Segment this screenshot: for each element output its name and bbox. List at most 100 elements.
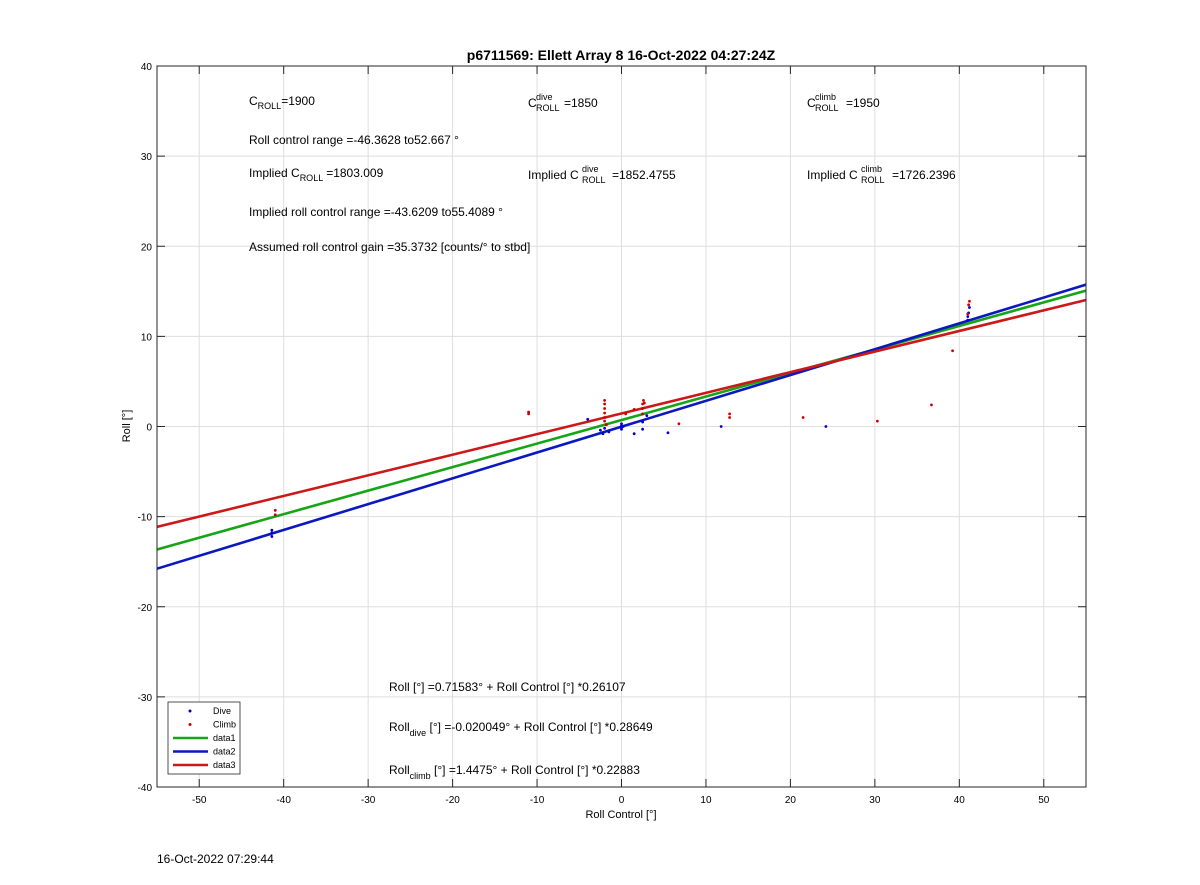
point-climb [677, 422, 681, 426]
x-tick-label: -40 [276, 795, 291, 806]
point-dive [598, 428, 602, 432]
point-dive [666, 431, 670, 435]
point-dive [719, 425, 723, 428]
point-climb [642, 398, 645, 402]
point-dive [620, 427, 623, 431]
implied-c-roll-climb-sup: climb [861, 164, 882, 174]
x-tick-label: 40 [954, 795, 966, 806]
data-points [270, 299, 971, 538]
point-dive [968, 306, 971, 309]
x-axis-label: Roll Control [°] [585, 809, 656, 821]
implied-c-roll-climb-prefix: Implied C [807, 168, 858, 182]
c-roll-dive-sup: dive [536, 92, 553, 102]
fit-climb-equation: Rollclimb [°] =1.4475° + Roll Control [°… [389, 763, 640, 781]
x-tick-label: 20 [785, 795, 797, 806]
implied-c-roll-dive-sub: ROLL [582, 175, 606, 185]
y-tick-label: -40 [138, 783, 153, 794]
x-tick-label: 10 [700, 795, 712, 806]
implied-c-roll-climb-sub: ROLL [861, 175, 885, 185]
x-tick-label: -50 [192, 795, 207, 806]
y-axis-label: Roll [°] [121, 410, 133, 443]
point-climb [273, 508, 277, 512]
footer-timestamp: 16-Oct-2022 07:29:44 [157, 852, 274, 866]
y-tick-label: 10 [141, 332, 153, 343]
point-dive [270, 528, 274, 532]
x-tick-label: -10 [530, 795, 545, 806]
point-climb [728, 412, 732, 416]
y-tick-label: 30 [141, 152, 153, 163]
point-climb [875, 419, 879, 423]
point-climb [642, 401, 646, 405]
point-dive [270, 531, 274, 535]
legend-label-dive: Dive [213, 706, 231, 716]
point-dive [621, 425, 625, 428]
point-climb [603, 416, 607, 419]
y-tick-label: 0 [146, 423, 152, 434]
annotations: CROLL=1900 C dive ROLL =1850 C climb ROL… [249, 92, 956, 781]
legend-label-data2: data2 [213, 747, 236, 757]
implied-c-roll-dive-sup: dive [582, 164, 599, 174]
fit-dive-equation: Rolldive [°] =-0.020049° + Roll Control … [389, 720, 653, 738]
legend-items: Dive Climb data1 data2 data3 [173, 706, 236, 770]
point-climb [967, 303, 971, 307]
y-tick-label: 40 [141, 62, 153, 73]
c-roll-climb-annotation: C [807, 96, 816, 110]
point-climb [728, 416, 732, 419]
point-dive [641, 427, 645, 431]
point-climb [951, 349, 954, 353]
point-climb [603, 407, 607, 410]
point-climb [603, 419, 607, 423]
legend-label-data1: data1 [213, 733, 236, 743]
c-roll-dive-sub: ROLL [536, 103, 560, 113]
legend: Dive Climb data1 data2 data3 [167, 701, 241, 775]
fit-all-equation: Roll [°] =0.71583° + Roll Control [°] *0… [389, 680, 626, 694]
x-tick-label: 0 [619, 795, 625, 806]
point-climb [604, 423, 608, 427]
point-climb [632, 407, 636, 411]
y-tick-label: -30 [138, 693, 153, 704]
c-roll-annotation: CROLL=1900 [249, 94, 315, 111]
legend-marker-climb [188, 723, 192, 726]
implied-c-roll-annotation: Implied CROLL =1803.009 [249, 166, 384, 183]
c-roll-dive-annotation: C [528, 96, 537, 110]
x-tick-label: -30 [361, 795, 376, 806]
point-climb [603, 411, 607, 415]
gain-annotation: Assumed roll control gain =35.3732 [coun… [249, 240, 530, 254]
fit-line-data3 [156, 298, 1087, 529]
legend-label-climb: Climb [213, 720, 236, 730]
point-dive [607, 430, 611, 434]
point-climb [273, 513, 277, 517]
point-climb [930, 403, 933, 407]
point-dive [601, 432, 605, 436]
point-climb [624, 412, 628, 416]
x-tick-label: 30 [869, 795, 881, 806]
legend-label-data3: data3 [213, 760, 236, 770]
point-climb [603, 398, 607, 402]
point-climb [641, 412, 645, 416]
implied-c-roll-dive-prefix: Implied C [528, 168, 579, 182]
c-roll-climb-sup: climb [815, 92, 836, 102]
point-climb [801, 416, 805, 419]
implied-range-annotation: Implied roll control range =-43.6209 to5… [249, 205, 503, 219]
point-dive [586, 417, 590, 421]
point-climb [966, 312, 970, 316]
chart-title: p6711569: Ellett Array 8 16-Oct-2022 04:… [467, 47, 776, 63]
point-dive [824, 425, 828, 428]
y-tick-label: 20 [141, 242, 153, 253]
y-tick-label: -20 [138, 603, 153, 614]
point-climb [968, 299, 971, 303]
point-dive [632, 432, 636, 436]
point-dive [641, 420, 645, 424]
point-dive [966, 318, 970, 322]
axis-ticks: -50 -40 -30 -20 -10 0 10 20 30 40 50 -40 -30 -20 -10 0 1… [138, 62, 1086, 806]
roll-range-annotation: Roll control range =-46.3628 to52.667 ° [249, 133, 459, 147]
implied-c-roll-climb-value: =1726.2396 [892, 168, 956, 182]
fit-line-data1 [156, 289, 1087, 551]
point-dive [270, 535, 274, 538]
point-dive [966, 315, 970, 318]
point-climb [603, 402, 607, 406]
x-tick-label: -20 [445, 795, 460, 806]
c-roll-dive-value: =1850 [564, 96, 598, 110]
x-tick-label: 50 [1038, 795, 1050, 806]
